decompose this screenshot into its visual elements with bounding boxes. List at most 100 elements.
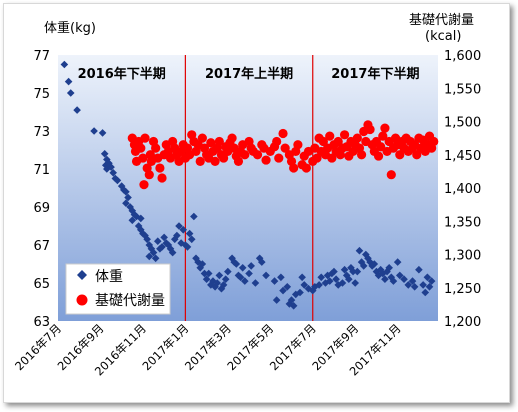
weight-point (298, 273, 306, 282)
weight-point (328, 269, 336, 278)
weight-point (105, 159, 113, 168)
weight-point (241, 277, 249, 285)
weight-point (376, 265, 385, 274)
legend-bmr-label: 基礎代謝量 (95, 292, 165, 309)
weight-point (166, 245, 175, 253)
period-label: 2016年下半期 (78, 66, 166, 82)
weight-point (90, 127, 98, 135)
weight-point (160, 233, 168, 242)
bmr-point (197, 133, 207, 143)
bmr-point (138, 153, 148, 163)
weight-point (321, 279, 330, 287)
y-right-tick: 1,300 (444, 249, 481, 264)
weight-point (289, 302, 298, 310)
weight-point (158, 243, 166, 251)
weight-point (353, 267, 362, 276)
bmr-point (144, 170, 154, 180)
bmr-point (252, 150, 263, 160)
y-right-axis-label-line2: (kcal) (425, 29, 461, 44)
weight-point (383, 267, 391, 276)
weight-point (355, 246, 364, 255)
weight-point (98, 129, 107, 137)
bmr-point (240, 150, 250, 160)
weight-point (64, 77, 73, 86)
y-right-axis-label-line1: 基礎代謝量 (409, 13, 474, 28)
y-right-tick: 1,600 (444, 49, 481, 64)
weight-point (262, 271, 270, 280)
weight-point (400, 275, 408, 283)
bmr-point (274, 153, 284, 163)
weight-point (419, 281, 427, 289)
weight-point (168, 248, 177, 257)
weight-point (279, 286, 287, 295)
weight-point (147, 245, 156, 253)
bmr-point (429, 136, 439, 147)
weight-point (192, 254, 200, 263)
bmr-point (233, 156, 244, 166)
y-left-tick: 73 (33, 125, 50, 140)
weight-point (185, 229, 194, 238)
weight-point (338, 279, 347, 287)
weight-point (364, 254, 372, 263)
bmr-point (214, 136, 224, 147)
bmr-point (378, 131, 388, 141)
weight-point (143, 235, 151, 244)
weight-point (204, 269, 213, 278)
bmr-point (155, 163, 165, 173)
y-left-tick: 69 (33, 201, 50, 216)
y-right-tick: 1,450 (444, 149, 481, 164)
weight-point (153, 237, 162, 245)
legend-weight-label: 体重 (95, 269, 123, 285)
weight-point (351, 279, 360, 287)
bmr-point (301, 163, 311, 173)
weight-point (228, 254, 236, 263)
weight-point (107, 163, 115, 171)
bmr-point (227, 133, 237, 143)
y-right-tick: 1,250 (444, 282, 481, 297)
weight-point (194, 258, 202, 266)
bmr-point (376, 142, 386, 152)
weight-point (101, 161, 110, 169)
y-right-tick: 1,200 (444, 315, 481, 330)
weight-point (345, 275, 353, 283)
weight-point (179, 226, 188, 234)
weight-point (272, 296, 281, 304)
weight-point (370, 260, 379, 268)
y-left-tick: 75 (33, 87, 50, 102)
weight-point (423, 273, 432, 282)
legend-bmr-marker (76, 294, 88, 306)
weight-point (315, 281, 323, 289)
y-left-tick: 63 (33, 315, 50, 330)
bmr-point (380, 123, 390, 133)
weight-point (334, 281, 343, 289)
weight-point (219, 281, 228, 289)
weight-point (387, 273, 396, 282)
y-left-tick: 71 (33, 163, 50, 178)
weight-point (170, 235, 179, 244)
bmr-point (289, 163, 299, 173)
weight-point (349, 267, 357, 276)
bmr-point (136, 143, 146, 153)
period-label: 2017年下半期 (331, 66, 419, 82)
weight-point (149, 248, 158, 257)
weight-point (342, 271, 351, 280)
weight-point (113, 176, 122, 185)
weight-point (215, 271, 224, 280)
bmr-point (140, 133, 150, 143)
weight-point (196, 264, 205, 272)
weight-point (221, 275, 230, 283)
weight-point (100, 150, 109, 158)
weight-point (128, 207, 137, 215)
legend-weight-marker (77, 270, 87, 280)
weight-point (109, 169, 117, 177)
weight-point (332, 275, 340, 283)
bmr-point (333, 136, 343, 147)
weight-point (66, 89, 75, 97)
weight-point (151, 254, 160, 263)
weight-point (296, 288, 304, 297)
weight-point (209, 277, 217, 285)
weight-point (374, 271, 383, 280)
bmr-point (412, 150, 422, 160)
weight-point (415, 265, 423, 274)
bmr-point (272, 136, 282, 147)
